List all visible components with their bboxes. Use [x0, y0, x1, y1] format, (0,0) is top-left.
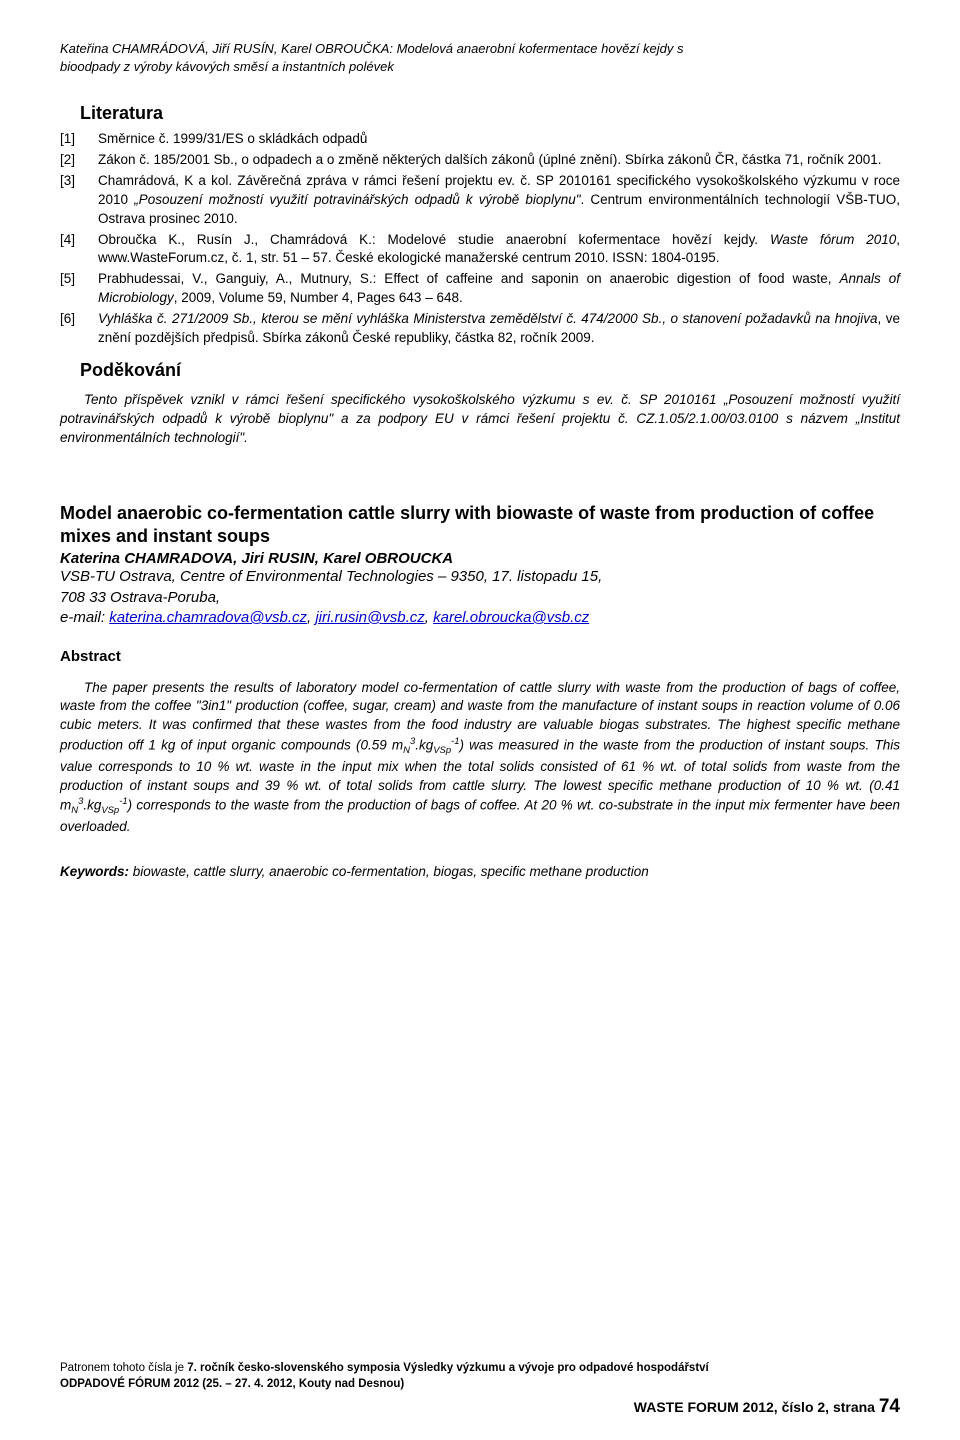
- page-footer: Patronem tohoto čísla je 7. ročník česko…: [60, 1361, 900, 1420]
- reference-number: [3]: [60, 172, 98, 229]
- english-authors: Katerina CHAMRADOVA, Jiri RUSIN, Karel O…: [60, 550, 900, 567]
- comma-2: ,: [425, 609, 433, 626]
- literature-heading: Literatura: [80, 103, 900, 124]
- reference-item: [1]Směrnice č. 1999/31/ES o skládkách od…: [60, 130, 900, 149]
- reference-item: [3]Chamrádová, K a kol. Závěrečná zpráva…: [60, 172, 900, 229]
- footer-line-1: Patronem tohoto čísla je 7. ročník česko…: [60, 1361, 900, 1377]
- reference-number: [5]: [60, 270, 98, 308]
- reference-item: [6]Vyhláška č. 271/2009 Sb., kterou se m…: [60, 310, 900, 348]
- email-link-3[interactable]: karel.obroucka@vsb.cz: [433, 609, 589, 626]
- reference-body: Vyhláška č. 271/2009 Sb., kterou se mění…: [98, 310, 900, 348]
- email-label: e-mail:: [60, 609, 109, 626]
- keywords-label: Keywords:: [60, 864, 129, 879]
- email-line: e-mail: katerina.chamradova@vsb.cz, jiri…: [60, 608, 900, 628]
- ack-body: Tento příspěvek vznikl v rámci řešení sp…: [60, 391, 900, 448]
- footer-right-text: WASTE FORUM 2012, číslo 2, strana: [634, 1399, 879, 1415]
- reference-item: [5]Prabhudessai, V., Ganguiy, A., Mutnur…: [60, 270, 900, 308]
- affiliation-line-2: 708 33 Ostrava-Poruba,: [60, 588, 900, 608]
- header-line-2: bioodpady z výroby kávových směsí a inst…: [60, 59, 394, 74]
- reference-number: [4]: [60, 231, 98, 269]
- reference-body: Obroučka K., Rusín J., Chamrádová K.: Mo…: [98, 231, 900, 269]
- reference-number: [6]: [60, 310, 98, 348]
- footer-right: WASTE FORUM 2012, číslo 2, strana 74: [634, 1394, 900, 1420]
- abstract-heading: Abstract: [60, 648, 900, 665]
- reference-body: Směrnice č. 1999/31/ES o skládkách odpad…: [98, 130, 900, 149]
- reference-item: [4]Obroučka K., Rusín J., Chamrádová K.:…: [60, 231, 900, 269]
- page-number: 74: [879, 1396, 900, 1417]
- reference-body: Zákon č. 185/2001 Sb., o odpadech a o zm…: [98, 151, 900, 170]
- abstract-body: The paper presents the results of labora…: [60, 679, 900, 837]
- footer-line-2: ODPADOVÉ FÓRUM 2012 (25. – 27. 4. 2012, …: [60, 1377, 900, 1393]
- header-line-1: Kateřina CHAMRÁDOVÁ, Jiří RUSÍN, Karel O…: [60, 41, 684, 56]
- running-header: Kateřina CHAMRÁDOVÁ, Jiří RUSÍN, Karel O…: [60, 40, 900, 75]
- keywords-line: Keywords: biowaste, cattle slurry, anaer…: [60, 864, 900, 879]
- reference-number: [2]: [60, 151, 98, 170]
- reference-body: Chamrádová, K a kol. Závěrečná zpráva v …: [98, 172, 900, 229]
- email-link-1[interactable]: katerina.chamradova@vsb.cz: [109, 609, 307, 626]
- ack-heading: Poděkování: [80, 360, 900, 381]
- english-title: Model anaerobic co-fermentation cattle s…: [60, 502, 900, 549]
- reference-number: [1]: [60, 130, 98, 149]
- keywords-text: biowaste, cattle slurry, anaerobic co-fe…: [129, 864, 649, 879]
- reference-item: [2]Zákon č. 185/2001 Sb., o odpadech a o…: [60, 151, 900, 170]
- affiliation-line-1: VSB-TU Ostrava, Centre of Environmental …: [60, 567, 900, 587]
- email-link-2[interactable]: jiri.rusin@vsb.cz: [315, 609, 424, 626]
- reference-body: Prabhudessai, V., Ganguiy, A., Mutnury, …: [98, 270, 900, 308]
- reference-list: [1]Směrnice č. 1999/31/ES o skládkách od…: [60, 130, 900, 350]
